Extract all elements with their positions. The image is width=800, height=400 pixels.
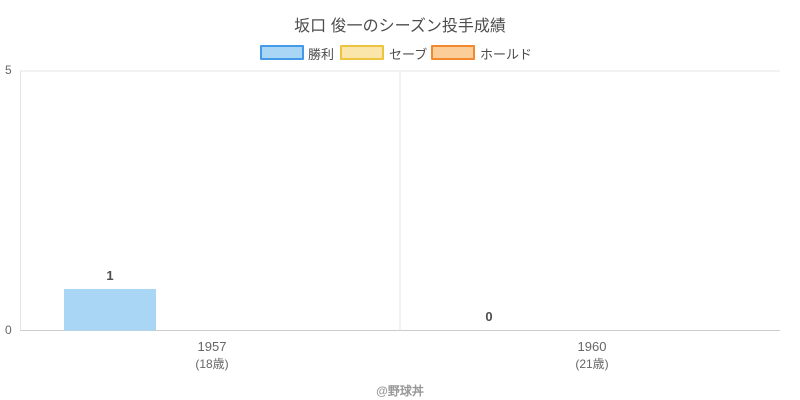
svg-text:(18歳): (18歳) [195, 357, 228, 371]
svg-text:0: 0 [5, 323, 12, 337]
svg-text:1: 1 [106, 268, 113, 283]
svg-text:1960: 1960 [578, 339, 607, 354]
svg-text:(21歳): (21歳) [575, 357, 608, 371]
svg-text:5: 5 [5, 63, 12, 77]
svg-text:0: 0 [485, 309, 492, 324]
svg-text:1957: 1957 [198, 339, 227, 354]
